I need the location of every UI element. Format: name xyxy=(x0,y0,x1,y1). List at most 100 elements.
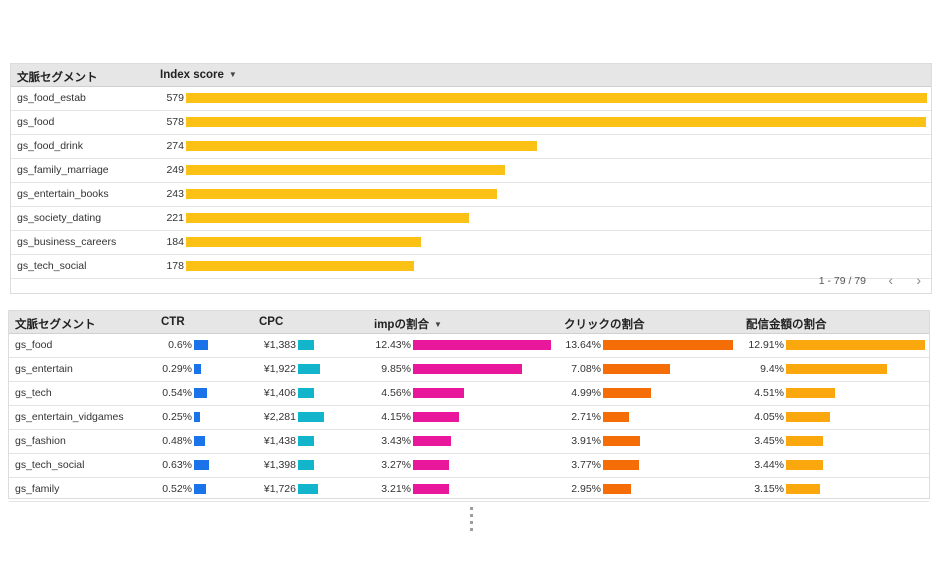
click-share-bar xyxy=(603,340,733,350)
ctr-value: 0.29% xyxy=(162,363,192,375)
table-header: 文脈セグメント Index score ▼ xyxy=(11,64,931,87)
col-header-index-score[interactable]: Index score ▼ xyxy=(160,69,237,81)
imp-share-bar xyxy=(413,436,451,446)
click-share-value: 4.99% xyxy=(571,387,601,399)
index-score-bar xyxy=(186,141,537,151)
cpc-value: ¥2,281 xyxy=(263,411,296,423)
segment-name: gs_entertain_books xyxy=(17,188,109,200)
table-row[interactable]: gs_tech_social 178 xyxy=(11,254,931,279)
click-share-bar xyxy=(603,388,651,398)
table-row[interactable]: gs_food 578 xyxy=(11,110,931,135)
index-score-bar xyxy=(186,117,926,127)
index-score-bar xyxy=(186,237,421,247)
spend-share-value: 4.05% xyxy=(754,411,784,423)
table-row[interactable]: gs_food_estab 579 xyxy=(11,86,931,111)
click-share-value: 3.77% xyxy=(571,459,601,471)
ctr-value: 0.48% xyxy=(162,435,192,447)
table-row[interactable]: gs_entertain_books 243 xyxy=(11,182,931,207)
table-row[interactable]: gs_tech_social 0.63% ¥1,398 3.27% 3.77% 3.44% xyxy=(9,453,929,478)
table-row[interactable]: gs_tech 0.54% ¥1,406 4.56% 4.99% 4.51% xyxy=(9,381,929,406)
spend-share-bar xyxy=(786,364,887,374)
ctr-value: 0.25% xyxy=(162,411,192,423)
col-header-click-share[interactable]: クリックの割合 xyxy=(564,319,645,331)
ctr-bar xyxy=(194,388,207,398)
table-row[interactable]: gs_business_careers 184 xyxy=(11,230,931,255)
col-header-spend-share[interactable]: 配信金額の割合 xyxy=(746,319,827,331)
segment-name: gs_food xyxy=(17,116,55,128)
next-page-icon[interactable]: › xyxy=(916,272,921,288)
ctr-value: 0.52% xyxy=(162,483,192,495)
ctr-bar xyxy=(194,460,209,470)
click-share-bar xyxy=(603,412,629,422)
click-share-value: 13.64% xyxy=(565,339,601,351)
ctr-bar xyxy=(194,364,201,374)
index-score-bar xyxy=(186,93,927,103)
ctr-value: 0.6% xyxy=(168,339,192,351)
click-share-bar xyxy=(603,460,639,470)
cpc-value: ¥1,406 xyxy=(263,387,296,399)
col-header-segment[interactable]: 文脈セグメント xyxy=(17,72,98,84)
table-row[interactable]: gs_family_marriage 249 xyxy=(11,158,931,183)
click-share-bar xyxy=(603,436,640,446)
ctr-value: 0.63% xyxy=(162,459,192,471)
click-share-value: 2.71% xyxy=(571,411,601,423)
index-score-value: 578 xyxy=(166,116,184,128)
spend-share-value: 3.15% xyxy=(754,483,784,495)
segment-name: gs_business_careers xyxy=(17,236,117,248)
spend-share-bar xyxy=(786,484,820,494)
spend-share-bar xyxy=(786,340,925,350)
imp-share-value: 3.43% xyxy=(381,435,411,447)
table-row[interactable]: gs_society_dating 221 xyxy=(11,206,931,231)
segment-name: gs_tech_social xyxy=(17,260,87,272)
spend-share-bar xyxy=(786,436,823,446)
table-row[interactable]: gs_entertain_vidgames 0.25% ¥2,281 4.15% 2.7… xyxy=(9,405,929,430)
spend-share-value: 9.4% xyxy=(760,363,784,375)
sort-desc-icon: ▼ xyxy=(433,320,442,329)
imp-share-value: 4.15% xyxy=(381,411,411,423)
segment-name: gs_food_drink xyxy=(17,140,83,152)
segment-name: gs_tech_social xyxy=(15,459,85,471)
index-score-bar xyxy=(186,213,469,223)
imp-share-bar xyxy=(413,340,551,350)
segment-metrics-table: 文脈セグメント CTR CPC impの割合 ▼ クリックの割合 配信金額の割合 … xyxy=(8,310,930,502)
table-row[interactable]: gs_fashion 0.48% ¥1,438 3.43% 3.91% 3.45% xyxy=(9,429,929,454)
table-row[interactable]: gs_family 0.52% ¥1,726 3.21% 2.95% 3.15% xyxy=(9,477,929,502)
more-options-icon[interactable] xyxy=(470,507,474,535)
cpc-value: ¥1,398 xyxy=(263,459,296,471)
col-header-ctr[interactable]: CTR xyxy=(161,316,185,328)
imp-share-bar xyxy=(413,460,449,470)
col-header-imp-share-label: impの割合 xyxy=(374,319,429,331)
table-row[interactable]: gs_food_drink 274 xyxy=(11,134,931,159)
col-header-segment[interactable]: 文脈セグメント xyxy=(15,319,96,331)
spend-share-value: 3.44% xyxy=(754,459,784,471)
click-share-value: 2.95% xyxy=(571,483,601,495)
prev-page-icon[interactable]: ‹ xyxy=(888,272,893,288)
ctr-bar xyxy=(194,412,200,422)
segment-name: gs_food_estab xyxy=(17,92,86,104)
index-score-value: 184 xyxy=(166,236,184,248)
cpc-bar xyxy=(298,388,314,398)
index-score-value: 221 xyxy=(166,212,184,224)
spend-share-bar xyxy=(786,460,823,470)
col-header-imp-share[interactable]: impの割合 ▼ xyxy=(374,316,442,332)
table-row[interactable]: gs_food 0.6% ¥1,383 12.43% 13.64% 12.91% xyxy=(9,333,929,358)
imp-share-value: 4.56% xyxy=(381,387,411,399)
ctr-value: 0.54% xyxy=(162,387,192,399)
segment-name: gs_tech xyxy=(15,387,52,399)
cpc-bar xyxy=(298,364,320,374)
cpc-value: ¥1,922 xyxy=(263,363,296,375)
segment-name: gs_fashion xyxy=(15,435,66,447)
index-score-value: 579 xyxy=(166,92,184,104)
imp-share-bar xyxy=(413,412,459,422)
segment-name: gs_society_dating xyxy=(17,212,102,224)
cpc-value: ¥1,726 xyxy=(263,483,296,495)
cpc-bar xyxy=(298,340,314,350)
imp-share-value: 9.85% xyxy=(381,363,411,375)
imp-share-value: 3.27% xyxy=(381,459,411,471)
index-score-value: 249 xyxy=(166,164,184,176)
col-header-index-score-label: Index score xyxy=(160,69,224,81)
spend-share-value: 4.51% xyxy=(754,387,784,399)
spend-share-bar xyxy=(786,388,835,398)
table-row[interactable]: gs_entertain 0.29% ¥1,922 9.85% 7.08% 9.4% xyxy=(9,357,929,382)
col-header-cpc[interactable]: CPC xyxy=(259,316,284,328)
